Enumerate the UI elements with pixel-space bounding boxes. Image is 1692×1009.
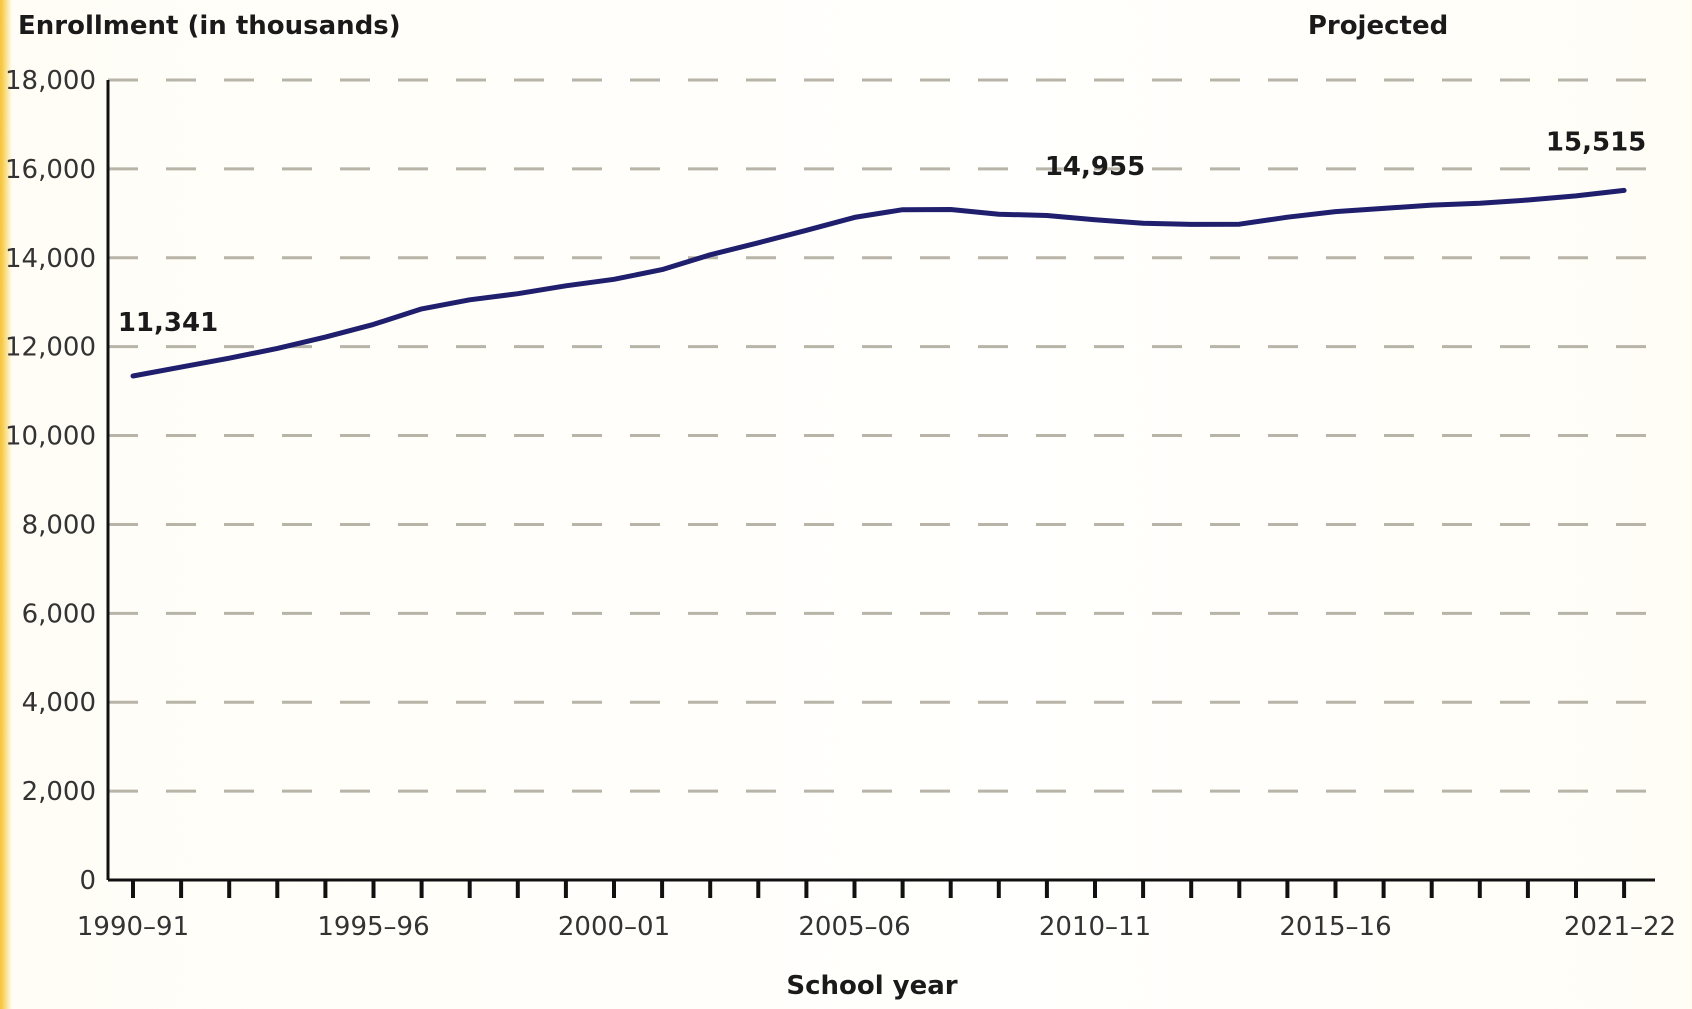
- labels: 0 2,000 4,000 6,000 8,000 10,000 12,000 14,000 1…: [5, 66, 1676, 942]
- y-tick-label: 2,000: [22, 777, 96, 807]
- grid-lines: [108, 78, 1655, 793]
- x-tick-label: 2005–06: [798, 912, 910, 942]
- data-label: 14,955: [1045, 152, 1145, 182]
- y-axis-title: Enrollment (in thousands): [18, 11, 401, 41]
- x-tick-label: 1995–96: [317, 912, 429, 942]
- y-tick-label: 14,000: [5, 244, 96, 274]
- x-tick-label: 2000–01: [558, 912, 670, 942]
- y-tick-label: 6,000: [22, 599, 96, 629]
- x-tick-label: 1990–91: [77, 912, 189, 942]
- y-tick-label: 8,000: [22, 510, 96, 540]
- axes: [106, 80, 1655, 898]
- y-tick-label: 4,000: [22, 688, 96, 718]
- data-label: 11,341: [118, 308, 218, 338]
- projected-label: Projected: [1308, 11, 1448, 41]
- x-tick-label: 2021–22: [1564, 912, 1676, 942]
- y-tick-label: 10,000: [5, 422, 96, 452]
- x-tick-label: 2015–16: [1279, 912, 1391, 942]
- x-axis-title: School year: [786, 971, 957, 1001]
- series-line: [130, 187, 1627, 379]
- y-tick-label: 16,000: [5, 155, 96, 185]
- data-marks: [130, 187, 1627, 379]
- y-tick-label: 18,000: [5, 66, 96, 96]
- y-tick-label: 0: [79, 866, 96, 896]
- data-label: 15,515: [1546, 127, 1646, 157]
- y-tick-label: 12,000: [5, 333, 96, 363]
- x-tick-label: 2010–11: [1039, 912, 1151, 942]
